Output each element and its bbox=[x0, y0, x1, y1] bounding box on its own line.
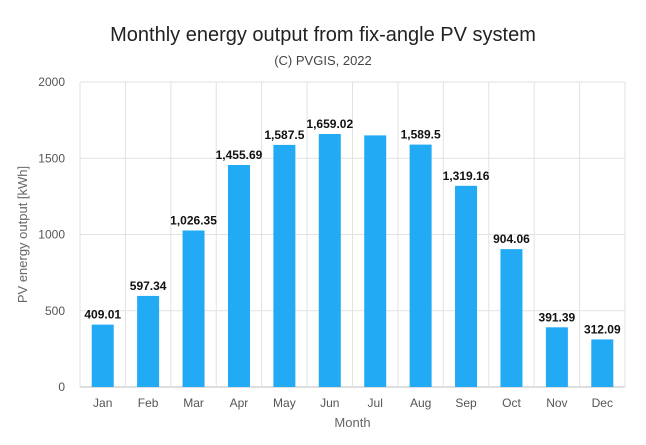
y-tick-label: 500 bbox=[45, 304, 65, 318]
data-label: 1,587.5 bbox=[264, 128, 304, 142]
bar bbox=[227, 165, 250, 387]
x-tick-label: Jan bbox=[93, 396, 112, 410]
x-tick-label: Mar bbox=[183, 396, 204, 410]
x-tick-label: Jun bbox=[320, 396, 339, 410]
x-tick-label: Feb bbox=[138, 396, 159, 410]
data-label: 904.06 bbox=[493, 232, 530, 246]
data-label: 1,659.02 bbox=[306, 117, 353, 131]
bar bbox=[318, 133, 341, 387]
bar bbox=[273, 144, 296, 387]
x-tick-label: May bbox=[273, 396, 296, 410]
bar bbox=[545, 327, 568, 387]
bar bbox=[455, 185, 478, 387]
data-label: 1,589.5 bbox=[401, 128, 441, 142]
data-label: 597.34 bbox=[130, 279, 167, 293]
x-tick-label: Sep bbox=[455, 396, 477, 410]
data-label: 1,319.16 bbox=[443, 169, 490, 183]
x-tick-label: Dec bbox=[592, 396, 613, 410]
bar bbox=[137, 295, 160, 387]
data-label: 1,455.69 bbox=[216, 148, 263, 162]
bar bbox=[409, 144, 432, 387]
y-tick-label: 1000 bbox=[38, 228, 65, 242]
y-axis-title: PV energy output [kWh] bbox=[15, 166, 30, 303]
y-tick-label: 0 bbox=[58, 380, 65, 394]
y-tick-label: 1500 bbox=[38, 151, 65, 165]
bar bbox=[364, 135, 387, 387]
data-label: 1,026.35 bbox=[170, 213, 217, 227]
y-tick-label: 2000 bbox=[38, 75, 65, 89]
x-tick-label: Nov bbox=[546, 396, 567, 410]
x-tick-label: Jul bbox=[368, 396, 383, 410]
x-tick-label: Apr bbox=[230, 396, 249, 410]
x-tick-label: Oct bbox=[502, 396, 521, 410]
data-label: 391.39 bbox=[539, 310, 576, 324]
bar bbox=[182, 230, 205, 387]
data-label: 409.01 bbox=[84, 308, 121, 322]
bar bbox=[500, 249, 523, 387]
chart-title: Monthly energy output from fix-angle PV … bbox=[110, 24, 536, 46]
x-axis-title: Month bbox=[334, 415, 370, 430]
chart-subtitle: (C) PVGIS, 2022 bbox=[274, 53, 372, 68]
bar bbox=[91, 324, 114, 387]
bar bbox=[591, 339, 614, 387]
x-tick-label: Aug bbox=[410, 396, 431, 410]
data-label: 312.09 bbox=[584, 322, 621, 336]
